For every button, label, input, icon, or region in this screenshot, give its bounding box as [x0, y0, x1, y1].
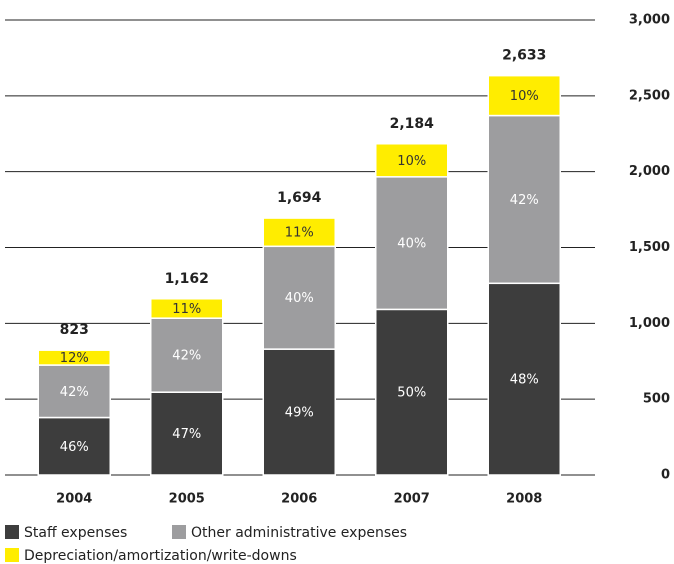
segment-label: 10%	[510, 89, 539, 104]
bar-segment	[375, 143, 449, 178]
bar-segment	[150, 298, 224, 319]
segment-label: 40%	[397, 237, 426, 252]
total-label: 1,162	[165, 271, 209, 287]
bar-segment	[37, 364, 111, 419]
bar-segment	[150, 317, 224, 393]
segment-label: 10%	[397, 154, 426, 169]
y-tick-label: 500	[643, 392, 670, 407]
segment-label: 40%	[285, 291, 314, 306]
bar-segment	[150, 391, 224, 476]
segment-label: 11%	[172, 302, 201, 317]
segment-label: 50%	[397, 386, 426, 401]
x-tick-label: 2006	[281, 492, 317, 507]
segment-label: 12%	[60, 351, 89, 366]
legend-swatch	[5, 548, 19, 562]
segment-label: 42%	[172, 349, 201, 364]
segment-label: 47%	[172, 427, 201, 442]
bar-segment	[375, 308, 449, 476]
y-tick-label: 2,000	[629, 164, 670, 179]
segment-label: 42%	[510, 193, 539, 208]
segment-label: 46%	[60, 440, 89, 455]
x-tick-label: 2004	[56, 492, 92, 507]
x-tick-label: 2008	[506, 492, 542, 507]
bar-segment	[487, 74, 561, 117]
segment-label: 11%	[285, 226, 314, 241]
segment-label: 49%	[285, 406, 314, 421]
bar-segment	[262, 217, 336, 248]
bar-segment	[37, 416, 111, 476]
y-tick-label: 1,500	[629, 240, 670, 255]
y-tick-label: 1,000	[629, 316, 670, 331]
bar-segment	[37, 349, 111, 366]
total-label: 1,694	[277, 190, 322, 206]
bar-segment	[375, 176, 449, 311]
bar-segment	[262, 348, 336, 476]
legend-swatch	[172, 525, 186, 539]
segment-label: 48%	[510, 373, 539, 388]
total-label: 2,633	[502, 48, 546, 64]
y-tick-label: 3,000	[629, 13, 670, 28]
legend-label: Staff expenses	[24, 525, 127, 541]
total-label: 2,184	[390, 116, 435, 132]
legend-label: Depreciation/amortization/write-downs	[24, 548, 297, 564]
x-tick-label: 2005	[169, 492, 205, 507]
bar-segment	[262, 245, 336, 350]
y-tick-label: 0	[661, 468, 670, 483]
total-label: 823	[60, 322, 89, 338]
legend-label: Other administrative expenses	[191, 525, 407, 541]
y-tick-label: 2,500	[629, 88, 670, 103]
legend-swatch	[5, 525, 19, 539]
bar-segment	[487, 114, 561, 285]
segment-label: 42%	[60, 385, 89, 400]
x-tick-label: 2007	[394, 492, 430, 507]
